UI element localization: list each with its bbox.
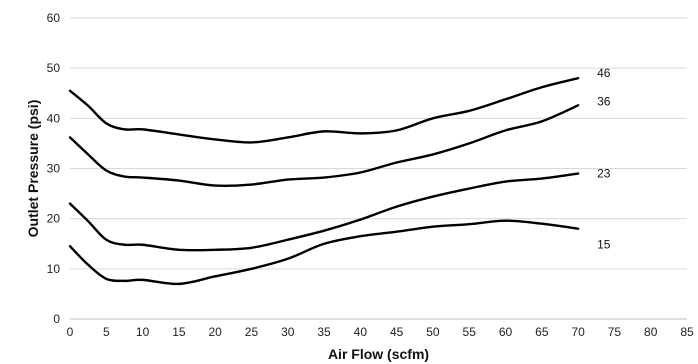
y-tick-label: 30 bbox=[47, 162, 61, 176]
x-axis-title: Air Flow (scfm) bbox=[328, 346, 429, 362]
x-tick-label: 85 bbox=[680, 325, 694, 339]
x-tick-label: 25 bbox=[245, 325, 259, 339]
x-tick-label: 30 bbox=[281, 325, 295, 339]
y-tick-label: 10 bbox=[47, 262, 61, 276]
x-tick-label: 65 bbox=[535, 325, 549, 339]
x-tick-label: 75 bbox=[608, 325, 622, 339]
x-tick-label: 60 bbox=[499, 325, 513, 339]
series-label-36: 36 bbox=[597, 94, 611, 108]
series-end-labels: 46 36 23 15 bbox=[597, 66, 611, 252]
series-label-15: 15 bbox=[597, 238, 611, 252]
series-label-46: 46 bbox=[597, 66, 611, 80]
y-tick-label: 0 bbox=[53, 312, 60, 326]
y-tick-labels: 0 10 20 30 40 50 60 bbox=[47, 11, 61, 326]
y-tick-label: 50 bbox=[47, 61, 61, 75]
y-tick-label: 40 bbox=[47, 111, 61, 125]
series-line-36 bbox=[68, 104, 580, 188]
x-tick-label: 35 bbox=[317, 325, 331, 339]
series-label-23: 23 bbox=[597, 167, 611, 181]
x-tick-label: 40 bbox=[354, 325, 368, 339]
x-tick-label: 20 bbox=[208, 325, 222, 339]
x-tick-label: 10 bbox=[136, 325, 150, 339]
x-tick-label: 45 bbox=[390, 325, 404, 339]
x-tick-label: 0 bbox=[67, 325, 74, 339]
series-lines bbox=[68, 77, 580, 286]
y-tick-label: 60 bbox=[47, 11, 61, 25]
y-axis-title: Outlet Pressure (psi) bbox=[25, 100, 41, 238]
x-tick-label: 80 bbox=[644, 325, 658, 339]
x-tick-label: 15 bbox=[172, 325, 186, 339]
x-tick-label: 55 bbox=[463, 325, 477, 339]
series-line-46 bbox=[68, 77, 580, 144]
series-line-23 bbox=[68, 172, 580, 252]
y-tick-label: 20 bbox=[47, 212, 61, 226]
series-line-15 bbox=[68, 219, 580, 286]
x-tick-label: 5 bbox=[103, 325, 110, 339]
x-tick-label: 70 bbox=[571, 325, 585, 339]
x-tick-labels: 0 5 10 15 20 25 30 35 40 45 50 55 60 65 70 75 80 85 bbox=[67, 325, 694, 339]
gridlines bbox=[70, 17, 687, 270]
x-tick-label: 50 bbox=[426, 325, 440, 339]
